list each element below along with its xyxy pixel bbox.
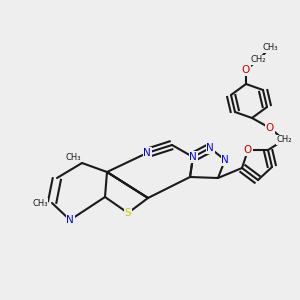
Text: O: O (242, 65, 250, 75)
Text: CH₂: CH₂ (250, 56, 266, 64)
Text: CH₂: CH₂ (276, 136, 292, 145)
Text: N: N (143, 148, 151, 158)
Text: O: O (244, 145, 252, 155)
Text: CH₃: CH₃ (65, 152, 81, 161)
Text: N: N (221, 155, 229, 165)
Text: N: N (206, 143, 214, 153)
Text: S: S (125, 208, 131, 218)
Text: N: N (189, 152, 197, 162)
Text: O: O (266, 123, 274, 133)
Text: CH₃: CH₃ (32, 199, 48, 208)
Text: CH₃: CH₃ (262, 44, 278, 52)
Text: N: N (66, 215, 74, 225)
